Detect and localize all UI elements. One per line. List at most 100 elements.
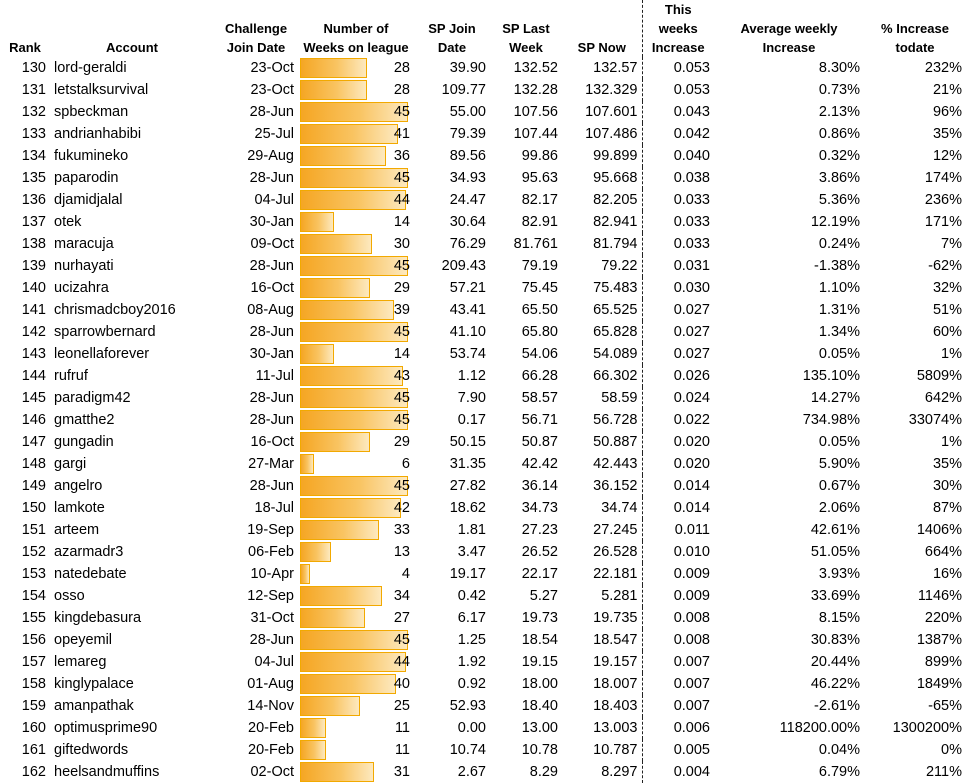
weeks-cell: 31 <box>298 761 414 783</box>
weeks-cell: 45 <box>298 167 414 189</box>
account-cell: fukumineko <box>54 148 129 164</box>
table-row: 145 paradigm42 28-Jun 45 7.90 58.57 58.59 0.024… <box>0 387 966 409</box>
rank-cell: 149 <box>21 478 46 494</box>
sp-last-cell: 75.45 <box>521 280 558 296</box>
sp-now-cell: 18.403 <box>562 695 643 717</box>
rank-cell: 148 <box>21 456 46 472</box>
account-cell: spbeckman <box>54 104 129 120</box>
weeks-data-bar <box>300 80 367 100</box>
avg-weekly-cell: 118200.00% <box>779 720 860 736</box>
join-date-cell: 18-Jul <box>254 500 295 516</box>
avg-weekly-cell: 0.32% <box>818 148 860 164</box>
table-row: 139 nurhayati 28-Jun 45 209.43 79.19 79.22 0.03… <box>0 255 966 277</box>
sp-join-cell: 55.00 <box>449 104 486 120</box>
sp-now-cell: 79.22 <box>562 255 643 277</box>
this-weeks-cell: 0.007 <box>673 654 710 670</box>
account-cell: chrismadcboy2016 <box>54 302 176 318</box>
account-cell: kingdebasura <box>54 610 142 626</box>
weeks-value: 45 <box>393 104 410 120</box>
pct-increase-cell: 35% <box>932 456 962 472</box>
this-weeks-cell: 0.010 <box>673 544 710 560</box>
header-row: Rank Account Challenge Join Date Number o… <box>0 0 966 57</box>
this-weeks-cell: 0.031 <box>673 258 710 274</box>
pct-increase-cell: 21% <box>932 82 962 98</box>
pct-increase-cell: 664% <box>924 544 962 560</box>
join-date-cell: 11-Jul <box>255 368 294 384</box>
pct-increase-cell: 12% <box>932 148 962 164</box>
weeks-value: 25 <box>393 698 410 714</box>
join-date-cell: 20-Feb <box>248 742 294 758</box>
sp-last-cell: 81.761 <box>513 236 558 252</box>
pct-increase-cell: 60% <box>932 324 962 340</box>
pct-increase-cell: 1849% <box>916 676 962 692</box>
weeks-cell: 36 <box>298 145 414 167</box>
pct-increase-cell: 51% <box>932 302 962 318</box>
pct-increase-cell: 1146% <box>917 588 962 604</box>
avg-weekly-cell: 5.36% <box>818 192 860 208</box>
this-weeks-cell: 0.033 <box>673 192 710 208</box>
header-avg-weekly: Average weekly Increase <box>740 21 838 55</box>
sp-last-cell: 50.87 <box>521 434 558 450</box>
rank-cell: 132 <box>21 104 46 120</box>
sp-last-cell: 56.71 <box>521 412 558 428</box>
join-date-cell: 28-Jun <box>249 632 294 648</box>
weeks-cell: 28 <box>298 57 414 79</box>
table-row: 162 heelsandmuffins 02-Oct 31 2.67 8.29 8.297 0… <box>0 761 966 783</box>
weeks-data-bar <box>300 256 408 276</box>
table-row: 157 lemareg 04-Jul 44 1.92 19.15 19.157 0.007 20… <box>0 651 966 673</box>
table-row: 143 leonellaforever 30-Jan 14 53.74 54.06 54.0… <box>0 343 966 365</box>
account-cell: letstalksurvival <box>54 82 149 98</box>
join-date-cell: 08-Aug <box>247 302 294 318</box>
pct-increase-cell: 642% <box>924 390 962 406</box>
sp-join-cell: 3.47 <box>457 544 486 560</box>
sp-last-cell: 107.44 <box>513 126 558 142</box>
weeks-value: 39 <box>393 302 410 318</box>
avg-weekly-cell: -2.61% <box>814 698 860 714</box>
sp-now-cell: 5.281 <box>562 585 643 607</box>
this-weeks-cell: 0.043 <box>673 104 710 120</box>
table-row: 144 rufruf 11-Jul 43 1.12 66.28 66.302 0.026 135… <box>0 365 966 387</box>
join-date-cell: 29-Aug <box>247 148 294 164</box>
sp-now-cell: 81.794 <box>562 233 643 255</box>
sp-now-cell: 42.443 <box>562 453 643 475</box>
sp-join-cell: 27.82 <box>449 478 486 494</box>
weeks-data-bar <box>300 322 408 342</box>
sp-join-cell: 6.17 <box>457 610 486 626</box>
weeks-cell: 11 <box>298 717 414 739</box>
pct-increase-cell: 174% <box>924 170 962 186</box>
weeks-value: 36 <box>393 148 410 164</box>
table-row: 161 giftedwords 20-Feb 11 10.74 10.78 10.787 0.… <box>0 739 966 761</box>
account-cell: amanpathak <box>54 698 134 714</box>
sp-join-cell: 1.25 <box>457 632 486 648</box>
weeks-data-bar <box>300 432 370 452</box>
account-cell: leonellaforever <box>54 346 150 362</box>
join-date-cell: 23-Oct <box>250 82 294 98</box>
table-row: 152 azarmadr3 06-Feb 13 3.47 26.52 26.528 0.010… <box>0 541 966 563</box>
sp-now-cell: 50.887 <box>562 431 643 453</box>
rank-cell: 136 <box>21 192 46 208</box>
this-weeks-cell: 0.007 <box>673 698 710 714</box>
pct-increase-cell: 232% <box>924 60 962 76</box>
avg-weekly-cell: -1.38% <box>814 258 860 274</box>
sp-now-cell: 56.728 <box>562 409 643 431</box>
sp-join-cell: 39.90 <box>449 60 486 76</box>
table-row: 153 natedebate 10-Apr 4 19.17 22.17 22.181 0.00… <box>0 563 966 585</box>
join-date-cell: 19-Sep <box>247 522 294 538</box>
weeks-value: 29 <box>393 434 410 450</box>
join-date-cell: 28-Jun <box>249 170 294 186</box>
sp-now-cell: 18.007 <box>562 673 643 695</box>
weeks-value: 29 <box>393 280 410 296</box>
avg-weekly-cell: 1.31% <box>818 302 860 318</box>
sp-last-cell: 22.17 <box>521 566 558 582</box>
rank-cell: 156 <box>21 632 46 648</box>
account-cell: nurhayati <box>54 258 114 274</box>
weeks-cell: 6 <box>298 453 414 475</box>
join-date-cell: 30-Jan <box>249 214 294 230</box>
sp-now-cell: 54.089 <box>562 343 643 365</box>
sp-last-cell: 27.23 <box>521 522 558 538</box>
account-cell: paparodin <box>54 170 119 186</box>
account-cell: rufruf <box>54 368 88 384</box>
weeks-value: 44 <box>393 192 410 208</box>
this-weeks-cell: 0.027 <box>673 302 710 318</box>
weeks-data-bar <box>300 388 408 408</box>
